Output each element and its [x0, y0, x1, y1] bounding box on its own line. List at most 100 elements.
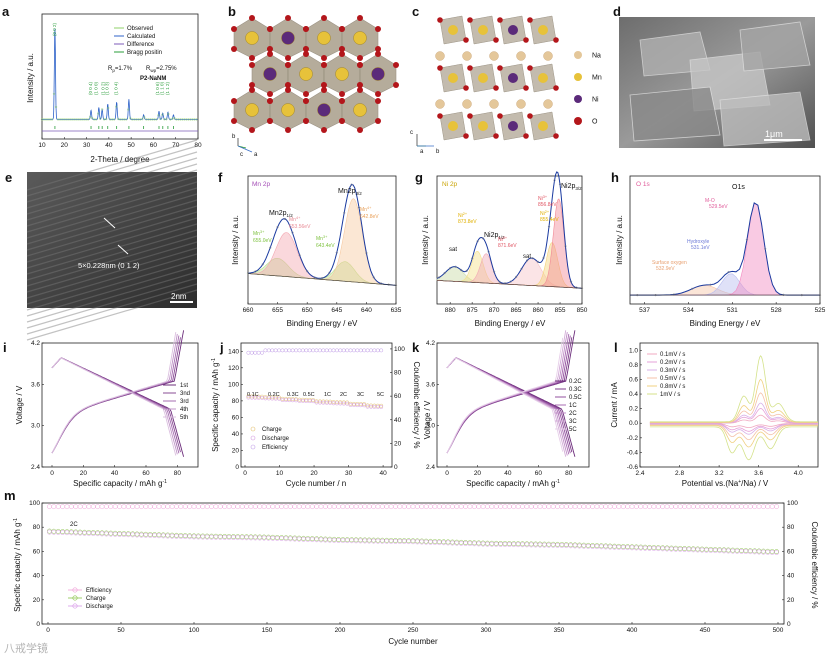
ni-atom: [263, 67, 277, 81]
charge-point: [191, 533, 197, 539]
panel-c-axes: c a b: [410, 130, 440, 155]
efficiency-point: [239, 504, 245, 510]
o-atom: [285, 15, 291, 21]
tem-image: [27, 172, 197, 308]
discharge-point: [774, 550, 779, 556]
charge-point: [682, 546, 688, 551]
charge-point: [730, 547, 736, 553]
charge-point: [546, 541, 552, 547]
efficiency-point: [322, 504, 328, 510]
efficiency-point: [533, 504, 539, 510]
xrd-observed-point: [179, 118, 182, 121]
efficiency-point: [321, 348, 326, 353]
efficiency-point: [130, 504, 136, 510]
panel-d-label: d: [613, 4, 621, 19]
charge-point: [99, 530, 105, 536]
efficiency-point: [612, 504, 617, 510]
charge-point: [195, 533, 201, 539]
discharge-point: [406, 539, 412, 545]
efficiency-point: [660, 504, 666, 510]
discharge-point: [353, 538, 359, 544]
efficiency-point: [480, 504, 486, 510]
discharge-point: [248, 535, 254, 541]
efficiency-point: [524, 504, 530, 510]
xrd-observed-point: [70, 118, 74, 121]
discharge-point: [362, 538, 368, 544]
efficiency-point: [311, 348, 316, 353]
efficiency-point: [86, 504, 92, 510]
efficiency-point: [304, 348, 309, 353]
x-tick-label: 528: [771, 307, 782, 314]
panel-l-ylabel: Current / mA: [610, 382, 619, 428]
o-atom: [523, 133, 529, 139]
panel-a-ylabel: Intensity / a.u.: [26, 53, 35, 103]
mn-atom: [538, 121, 548, 131]
charge-point: [695, 546, 701, 552]
efficiency-point: [541, 504, 547, 510]
discharge-curve: [446, 357, 571, 454]
charge-point: [743, 548, 749, 554]
efficiency-point: [690, 504, 696, 510]
y-tick-label: 2.4: [31, 464, 40, 471]
ni-atom: [371, 67, 385, 81]
lattice-fringe: [26, 181, 198, 233]
discharge-point: [506, 542, 512, 547]
efficiency-point: [647, 504, 652, 510]
charge-point: [204, 533, 210, 539]
discharge-point: [73, 530, 79, 536]
discharge-point: [550, 542, 556, 548]
mn-atom: [335, 67, 349, 81]
efficiency-point: [384, 504, 390, 510]
o-atom: [393, 62, 399, 68]
efficiency-point: [55, 504, 61, 510]
tem-arrow-top: [103, 217, 116, 229]
efficiency-point: [249, 350, 254, 355]
charge-point: [51, 528, 57, 534]
efficiency-point: [358, 348, 363, 353]
panel-c-legend: Na Mn Ni O: [574, 51, 602, 126]
charge-point: [620, 544, 626, 549]
efficiency-point: [353, 504, 359, 510]
discharge-point: [230, 535, 236, 540]
charge-curve: [51, 335, 180, 454]
o-atom: [437, 17, 443, 23]
efficiency-point: [414, 504, 420, 510]
discharge-point: [99, 531, 105, 537]
axis-a: a: [254, 152, 258, 158]
discharge-point: [200, 534, 206, 540]
charge-point: [244, 534, 250, 540]
species-label: Ni3+: [538, 195, 548, 202]
discharge-point: [493, 541, 499, 547]
charge-point: [130, 531, 136, 537]
charge-point: [187, 533, 193, 539]
efficiency-point: [246, 350, 251, 355]
legend-entry: Charge: [86, 596, 106, 602]
panel-g: g Ni 2p 880 875 870 865 860 855 850 Binding En…: [415, 170, 588, 328]
charge-point: [489, 540, 495, 546]
charge-point: [410, 538, 416, 544]
efficiency-point: [334, 348, 339, 353]
efficiency-point: [305, 504, 311, 510]
discharge-curve: [51, 357, 177, 456]
efficiency-point: [686, 504, 692, 510]
xrd-observed-point: [135, 118, 138, 121]
y-tick-label: 4.2: [31, 340, 40, 347]
xrd-observed-point: [143, 116, 146, 119]
charge-point: [375, 537, 381, 543]
panel-g-label: g: [415, 170, 423, 185]
discharge-point: [182, 534, 188, 540]
efficiency-point: [277, 348, 281, 353]
discharge-point: [344, 538, 350, 544]
panel-i-plot: [51, 330, 185, 457]
xrd-observed-point: [173, 117, 176, 120]
charge-point: [277, 395, 281, 400]
o-atom: [321, 82, 327, 88]
legend-entry: 1st: [180, 383, 188, 389]
legend-atom-ni: [574, 95, 582, 103]
rate-label: 0.3C: [287, 392, 299, 398]
efficiency-point: [51, 504, 57, 510]
discharge-point: [515, 542, 521, 548]
charge-point: [362, 402, 367, 407]
xps-data-point: [476, 240, 479, 243]
